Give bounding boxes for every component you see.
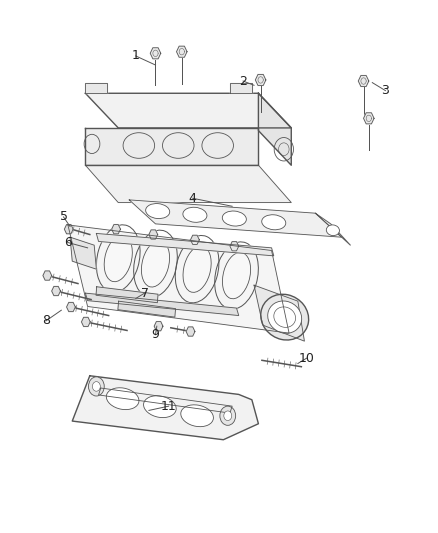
Polygon shape xyxy=(191,235,199,245)
Ellipse shape xyxy=(183,246,211,293)
Polygon shape xyxy=(67,302,75,312)
Text: 6: 6 xyxy=(64,236,72,249)
Polygon shape xyxy=(68,225,289,333)
Polygon shape xyxy=(52,286,60,296)
Polygon shape xyxy=(70,237,96,269)
Ellipse shape xyxy=(268,301,302,333)
Polygon shape xyxy=(315,213,350,245)
Polygon shape xyxy=(364,113,374,124)
Ellipse shape xyxy=(223,211,246,226)
Polygon shape xyxy=(96,233,274,256)
Ellipse shape xyxy=(104,235,132,282)
Polygon shape xyxy=(85,128,258,165)
Polygon shape xyxy=(85,165,291,203)
Polygon shape xyxy=(64,224,73,234)
Polygon shape xyxy=(85,293,239,316)
Text: 4: 4 xyxy=(189,192,197,205)
Text: 7: 7 xyxy=(141,287,148,300)
Polygon shape xyxy=(129,200,342,237)
Ellipse shape xyxy=(274,307,296,327)
Polygon shape xyxy=(118,301,176,317)
Ellipse shape xyxy=(106,388,139,409)
Circle shape xyxy=(88,377,104,396)
Text: 8: 8 xyxy=(42,314,50,327)
Polygon shape xyxy=(177,46,187,57)
Ellipse shape xyxy=(146,204,170,219)
Polygon shape xyxy=(150,48,161,59)
Ellipse shape xyxy=(183,207,207,222)
Polygon shape xyxy=(258,93,291,165)
Polygon shape xyxy=(186,327,195,336)
Text: 11: 11 xyxy=(161,400,177,413)
Text: 3: 3 xyxy=(381,84,389,97)
Ellipse shape xyxy=(326,225,339,236)
Text: 1: 1 xyxy=(132,50,140,62)
Polygon shape xyxy=(254,285,304,341)
Text: 10: 10 xyxy=(299,352,314,365)
Text: 5: 5 xyxy=(60,211,67,223)
Polygon shape xyxy=(81,317,90,327)
Text: 9: 9 xyxy=(152,328,159,341)
Circle shape xyxy=(92,382,100,391)
Circle shape xyxy=(220,406,236,425)
Polygon shape xyxy=(358,76,369,86)
Ellipse shape xyxy=(262,215,286,230)
Polygon shape xyxy=(230,241,239,251)
Ellipse shape xyxy=(181,405,213,426)
Ellipse shape xyxy=(261,294,309,340)
Ellipse shape xyxy=(223,252,251,299)
Polygon shape xyxy=(85,93,291,128)
Text: 2: 2 xyxy=(239,75,247,87)
Polygon shape xyxy=(255,75,266,85)
Polygon shape xyxy=(96,287,158,303)
Polygon shape xyxy=(72,376,258,440)
Polygon shape xyxy=(85,83,107,93)
Polygon shape xyxy=(112,224,120,234)
Polygon shape xyxy=(230,83,252,93)
Polygon shape xyxy=(149,230,158,239)
Ellipse shape xyxy=(141,240,170,287)
Polygon shape xyxy=(43,271,52,280)
Circle shape xyxy=(224,411,232,421)
Polygon shape xyxy=(154,321,163,331)
Ellipse shape xyxy=(144,396,176,417)
